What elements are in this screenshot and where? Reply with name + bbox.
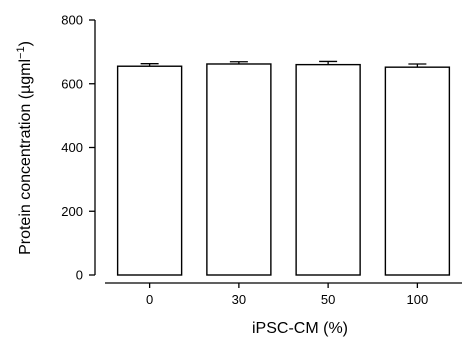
y-tick-label: 200 [61,204,83,219]
bar-50 [295,63,361,276]
y-axis-title-main: Protein concentration (µgml [17,59,34,255]
x-tick-label: 30 [232,292,246,307]
x-axis: 0 30 50 100 [105,282,462,307]
bars [116,60,451,276]
y-tick-label: 0 [76,268,83,283]
y-axis-title-superscript: −1 [15,46,27,59]
y-axis-title-close: ) [17,41,34,46]
y-tick-label: 400 [61,140,83,155]
x-tick-label: 50 [321,292,335,307]
y-axis: 0 200 400 600 800 [61,13,96,283]
x-tick-label: 0 [146,292,153,307]
y-tick-label: 800 [61,13,83,28]
bar-100 [384,66,451,276]
x-tick-label: 100 [407,292,429,307]
y-tick-label: 600 [61,76,83,91]
x-axis-title: iPSC-CM (%) [252,320,348,337]
bar-0 [116,65,183,276]
bar-30 [206,63,272,276]
y-axis-title: Protein concentration (µgml−1) [15,41,34,255]
